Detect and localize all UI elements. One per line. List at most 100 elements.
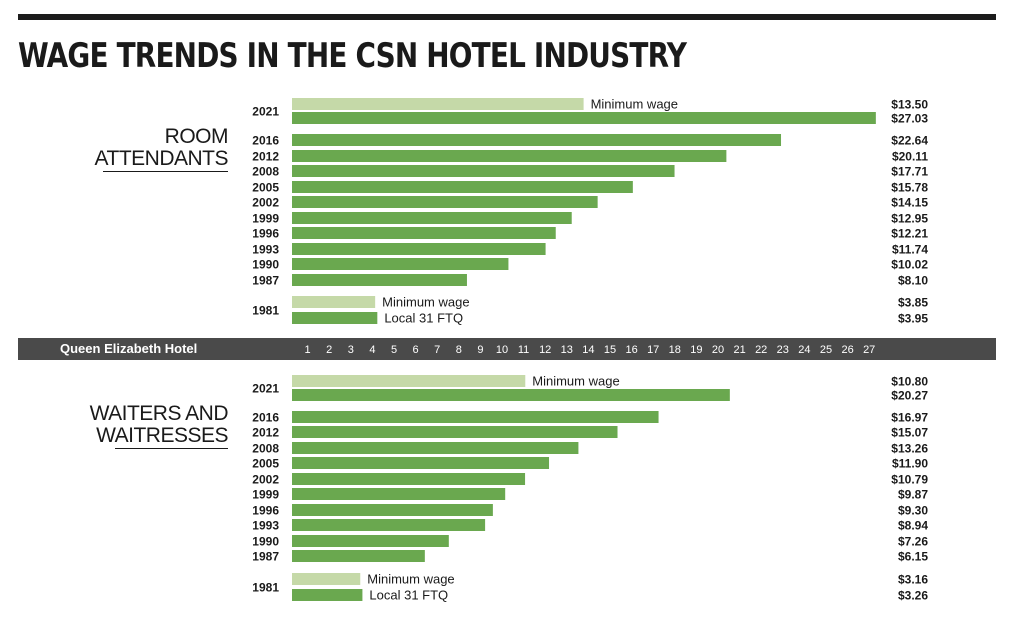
axis-tick-label: 7 <box>434 344 440 356</box>
wage-bar <box>292 589 363 601</box>
wage-bar <box>292 535 449 547</box>
wage-bar <box>292 573 361 585</box>
axis-tick-label: 24 <box>798 344 810 356</box>
axis-tick-label: 9 <box>477 344 483 356</box>
wage-bar <box>292 375 526 387</box>
value-label: $17.71 <box>891 165 928 179</box>
year-label: 1996 <box>252 504 279 518</box>
axis-tick-label: 22 <box>755 344 767 356</box>
axis-tick-label: 8 <box>456 344 462 356</box>
value-label: $11.90 <box>892 457 928 471</box>
value-label: $15.07 <box>891 426 928 440</box>
value-label: $9.30 <box>898 504 928 518</box>
year-label: 1996 <box>252 227 279 241</box>
axis-tick-label: 6 <box>413 344 419 356</box>
wage-bar <box>292 389 730 401</box>
wage-bar <box>292 274 467 286</box>
wage-bar <box>292 134 782 146</box>
axis-band: Queen Elizabeth Hotel <box>18 338 996 360</box>
wage-bar <box>292 519 486 531</box>
year-label: 2016 <box>252 411 279 425</box>
bar-label: Minimum wage <box>591 97 678 112</box>
year-label: 2016 <box>252 134 279 148</box>
year-label: 1987 <box>252 550 279 564</box>
year-label: 1981 <box>252 581 279 595</box>
axis-tick-label: 23 <box>777 344 789 356</box>
value-label: $7.26 <box>898 535 928 549</box>
wage-bar <box>292 488 506 500</box>
top-rule <box>18 14 996 20</box>
value-label: $10.02 <box>891 258 928 272</box>
value-label: $8.10 <box>898 274 928 288</box>
value-label: $20.11 <box>892 150 928 164</box>
chart-title: WAGE TRENDS IN THE CSN HOTEL INDUSTRY <box>18 36 687 76</box>
axis-tick-label: 25 <box>820 344 832 356</box>
axis-tick-label: 1 <box>305 344 311 356</box>
axis-tick-label: 16 <box>625 344 637 356</box>
value-label: $15.78 <box>891 181 928 195</box>
value-label: $3.26 <box>898 589 928 603</box>
year-label: 1990 <box>252 258 279 272</box>
year-label: 2005 <box>252 181 279 195</box>
axis-tick-label: 12 <box>539 344 551 356</box>
section-title-line: WAITRESSES <box>96 424 228 447</box>
wage-bar <box>292 550 425 562</box>
value-label: $3.95 <box>898 312 928 326</box>
section-title-room-attendants: ROOM ATTENDANTS <box>94 125 229 170</box>
section-title-waiters: WAITERS AND WAITRESSES <box>90 403 229 447</box>
value-label: $11.74 <box>892 243 928 257</box>
value-label: $3.16 <box>898 573 928 587</box>
wage-bar <box>292 473 526 485</box>
year-label: 2002 <box>252 473 279 487</box>
value-label: $3.85 <box>898 296 928 310</box>
axis-tick-label: 20 <box>712 344 724 356</box>
bar-label: Local 31 FTQ <box>369 588 448 603</box>
year-label: 2012 <box>252 426 279 440</box>
wage-bar <box>292 212 572 224</box>
year-label: 2012 <box>252 150 279 164</box>
wage-bar <box>292 150 727 162</box>
year-label: 2005 <box>252 457 279 471</box>
bar-label: Local 31 FTQ <box>384 311 463 326</box>
year-label: 2021 <box>252 105 279 119</box>
axis-tick-label: 27 <box>863 344 875 356</box>
section-title-line: ROOM <box>164 125 229 148</box>
bar-label: Minimum wage <box>382 295 469 310</box>
year-label: 1987 <box>252 274 279 288</box>
axis-tick-label: 5 <box>391 344 397 356</box>
value-label: $9.87 <box>898 488 928 502</box>
wage-bar <box>292 243 546 255</box>
wage-bar <box>292 296 376 308</box>
wage-bar <box>292 312 378 324</box>
value-label: $13.50 <box>891 98 928 112</box>
section-rule <box>103 171 228 172</box>
year-label: 1990 <box>252 535 279 549</box>
value-label: $20.27 <box>891 389 928 403</box>
axis-tick-label: 4 <box>369 344 375 356</box>
axis-tick-label: 19 <box>690 344 702 356</box>
year-label: 2008 <box>252 165 279 179</box>
wage-bar <box>292 426 618 438</box>
year-label: 2021 <box>252 382 279 396</box>
year-label: 1993 <box>252 243 279 257</box>
value-label: $12.21 <box>891 227 928 241</box>
year-label: 1981 <box>252 304 279 318</box>
value-label: $10.79 <box>891 473 928 487</box>
axis-tick-label: 17 <box>647 344 659 356</box>
year-label: 1999 <box>252 488 279 502</box>
axis-tick-label: 14 <box>582 344 594 356</box>
year-label: 1999 <box>252 212 279 226</box>
value-label: $10.80 <box>891 375 928 389</box>
year-label: 1993 <box>252 519 279 533</box>
wage-bar <box>292 165 675 177</box>
section-title-line: ATTENDANTS <box>94 147 229 170</box>
axis-tick-label: 26 <box>841 344 853 356</box>
wage-bar <box>292 196 598 208</box>
wage-bar <box>292 112 876 124</box>
value-label: $22.64 <box>891 134 928 148</box>
section-rule <box>115 448 228 449</box>
value-label: $27.03 <box>891 112 928 126</box>
value-label: $13.26 <box>891 442 928 456</box>
axis-tick-label: 18 <box>669 344 681 356</box>
